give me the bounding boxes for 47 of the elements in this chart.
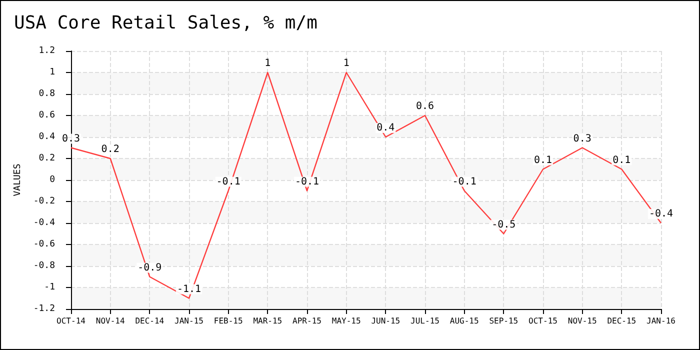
x-tick-label: OCT-14 bbox=[56, 316, 86, 326]
y-tick-label: -0.4 bbox=[33, 218, 55, 228]
x-tick-label: MAR-15 bbox=[253, 316, 282, 326]
data-label: -0.4 bbox=[648, 208, 674, 220]
x-tick-label: AUG-15 bbox=[450, 316, 479, 326]
data-label: -1.1 bbox=[176, 284, 202, 295]
x-tick-label: MAY-15 bbox=[332, 316, 361, 326]
y-tick-label: -0.8 bbox=[33, 261, 55, 271]
x-tick-label: JUN-15 bbox=[371, 316, 400, 326]
y-axis-title: VALUES bbox=[12, 164, 23, 196]
data-label: 0.4 bbox=[376, 122, 395, 134]
data-label: 0.6 bbox=[416, 101, 434, 112]
y-tick-label: -1.2 bbox=[33, 304, 55, 314]
data-label: 0.3 bbox=[573, 133, 592, 144]
y-tick-label: 0.4 bbox=[38, 132, 55, 142]
x-tick-label: OCT-15 bbox=[528, 316, 558, 326]
data-label: -0.1 bbox=[294, 176, 320, 188]
y-tick-label: 0.8 bbox=[38, 89, 55, 99]
x-tick-label: NOV-15 bbox=[568, 316, 597, 326]
data-label: 0.1 bbox=[534, 154, 552, 166]
x-tick-label: FEB-15 bbox=[214, 316, 243, 326]
data-label: -0.5 bbox=[492, 219, 516, 230]
y-tick-label: 1.2 bbox=[38, 46, 55, 56]
data-label: 0.1 bbox=[612, 154, 631, 166]
x-tick-label: JUL-15 bbox=[410, 316, 440, 326]
y-tick-label: -0.6 bbox=[33, 240, 55, 250]
x-tick-label: APR-15 bbox=[292, 316, 322, 326]
x-tick-label: DEC-14 bbox=[135, 316, 164, 326]
y-tick-label: 0 bbox=[50, 175, 55, 185]
data-label: -0.1 bbox=[452, 176, 476, 188]
data-label: 0.3 bbox=[62, 133, 80, 144]
y-tick-label: 0.2 bbox=[38, 154, 55, 164]
data-label: 1 bbox=[343, 58, 350, 69]
x-tick-label: SEP-15 bbox=[489, 316, 518, 326]
x-tick-label: DEC-15 bbox=[607, 316, 636, 326]
data-label: 0.2 bbox=[101, 144, 120, 155]
x-tick-label: NOV-14 bbox=[96, 316, 125, 326]
y-tick-label: 0.6 bbox=[38, 110, 55, 120]
data-label: -0.1 bbox=[216, 176, 240, 188]
data-label: -0.9 bbox=[138, 262, 162, 274]
chart-title: USA Core Retail Sales, % m/m bbox=[14, 12, 318, 34]
y-tick-label: -1 bbox=[44, 282, 55, 292]
y-tick-label: -0.2 bbox=[33, 196, 55, 206]
y-tick-label: 1 bbox=[50, 68, 55, 78]
x-tick-label: JAN-15 bbox=[174, 316, 204, 326]
data-label: 1 bbox=[264, 58, 271, 69]
x-tick-label: JAN-16 bbox=[646, 316, 676, 326]
